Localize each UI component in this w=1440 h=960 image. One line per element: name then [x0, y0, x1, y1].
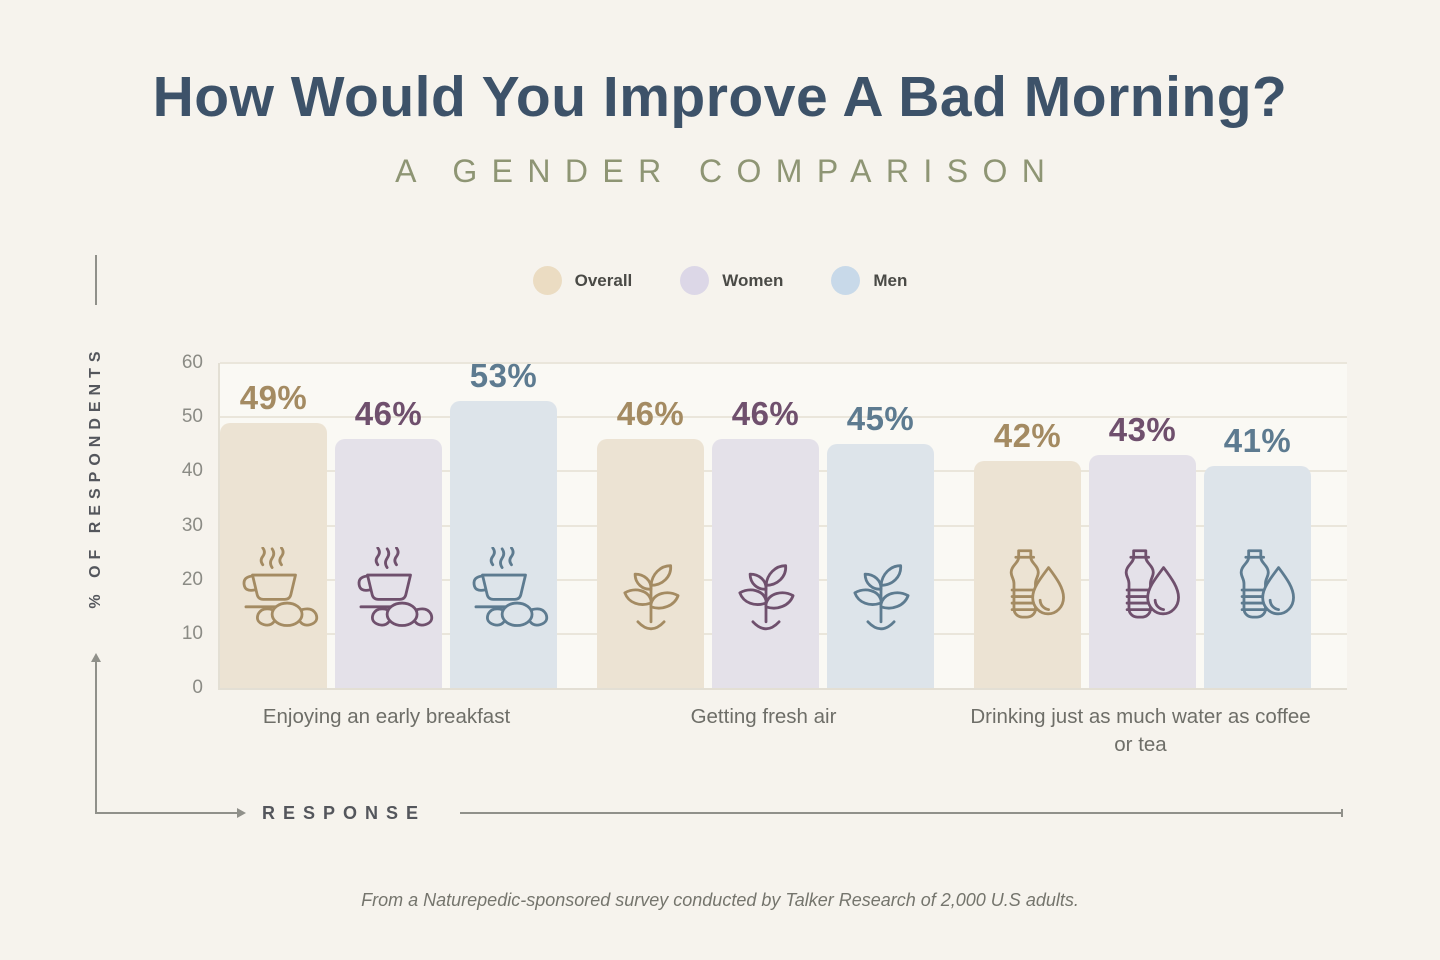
x-axis-line-right	[460, 809, 1343, 817]
bar-group-2: 46% 46% 45%	[597, 363, 934, 688]
water-bottle-drop-icon	[1009, 549, 1065, 619]
coffee-croissant-icon	[242, 547, 318, 627]
coffee-croissant-icon	[357, 547, 433, 627]
bar-value-label: 42%	[993, 416, 1062, 454]
bar-icon	[981, 547, 1075, 633]
y-tick-10: 10	[181, 622, 203, 644]
y-tick-50: 50	[181, 406, 203, 428]
page-title: How Would You Improve A Bad Morning?	[152, 65, 1288, 129]
bar-value-label: 41%	[1223, 421, 1292, 459]
coffee-croissant-icon	[472, 547, 548, 627]
bar-value-label: 46%	[354, 394, 423, 432]
legend-item-women: Women	[680, 266, 783, 295]
bar-value-label: 46%	[731, 394, 800, 432]
bar-icon	[457, 547, 551, 633]
gridline-50	[220, 416, 1347, 419]
bar-women	[712, 438, 819, 688]
bar-icon	[719, 547, 813, 633]
legend-swatch-women	[680, 266, 710, 295]
page-subtitle: A GENDER COMPARISON	[395, 153, 1060, 189]
legend-swatch-overall	[532, 266, 562, 295]
bar-icon	[342, 547, 436, 633]
bar-men	[827, 444, 934, 688]
bar-men	[1204, 465, 1311, 688]
legend-swatch-men	[831, 266, 861, 295]
category-label-1: Enjoying an early breakfast	[262, 705, 511, 728]
y-tick-40: 40	[181, 460, 203, 482]
bar-women	[335, 438, 442, 688]
y-tick-60: 60	[181, 352, 203, 373]
bar-column-overall: 49%	[220, 363, 327, 688]
x-axis-label: RESPONSE	[262, 803, 427, 823]
x-axis-line-left	[95, 812, 237, 814]
x-axis-arrow-right-icon	[237, 808, 246, 818]
bar-column-men: 53%	[450, 357, 557, 688]
bar-value-label: 46%	[616, 394, 685, 432]
bar-overall	[974, 460, 1081, 688]
bar-overall	[220, 422, 327, 688]
bar-icon	[1211, 547, 1305, 633]
legend-label: Women	[722, 270, 784, 290]
source-note: From a Naturepedic-sponsored survey cond…	[361, 890, 1079, 910]
bar-overall	[597, 438, 704, 688]
sprout-icon	[622, 564, 680, 631]
bar-column-women: 46%	[712, 363, 819, 688]
bar-value-label: 53%	[469, 356, 538, 394]
bar-column-overall: 42%	[974, 363, 1081, 688]
bar-icon	[834, 547, 928, 633]
y-tick-30: 30	[181, 514, 203, 536]
water-bottle-drop-icon	[1124, 549, 1180, 619]
bar-column-overall: 46%	[597, 363, 704, 688]
legend-label: Overall	[574, 270, 633, 290]
bar-icon	[227, 547, 321, 633]
bar-men	[450, 400, 557, 688]
bar-group-1: 49% 46% 53%	[220, 357, 557, 688]
bar-women	[1089, 455, 1196, 688]
bar-column-men: 41%	[1204, 363, 1311, 688]
sprout-icon	[737, 564, 795, 631]
y-axis-label: % OF RESPONDENTS	[87, 345, 104, 609]
bar-value-label: 43%	[1108, 411, 1177, 449]
y-axis-line-bottom	[95, 662, 97, 814]
category-label-2: Getting fresh air	[690, 705, 837, 728]
bar-value-label: 45%	[846, 400, 915, 438]
y-tick-0: 0	[192, 677, 203, 698]
plot-area: 0 10 20 30 40 50 60 49% 46% 53% 46% 46% 45% 42% 43% 41%	[182, 352, 1347, 698]
bar-column-men: 45%	[827, 363, 934, 688]
legend-item-overall: Overall	[532, 266, 633, 295]
gridline-60	[220, 362, 1347, 364]
y-tick-20: 20	[181, 568, 203, 590]
water-bottle-drop-icon	[1239, 549, 1295, 619]
bar-value-label: 49%	[239, 378, 308, 416]
legend-label: Men	[873, 270, 908, 290]
y-axis-arrow-up-icon	[91, 653, 101, 662]
bar-column-women: 43%	[1089, 363, 1196, 688]
bar-column-women: 46%	[335, 363, 442, 688]
category-label-3: Drinking just as much water as coffee or…	[970, 705, 1311, 756]
legend-item-men: Men	[831, 266, 907, 295]
legend: Overall Women Men	[0, 266, 1440, 295]
bar-group-3: 42% 43% 41%	[974, 363, 1311, 688]
bar-icon	[1096, 547, 1190, 633]
bar-icon	[604, 547, 698, 633]
y-axis-line-top	[95, 255, 97, 305]
sprout-icon	[852, 564, 910, 631]
